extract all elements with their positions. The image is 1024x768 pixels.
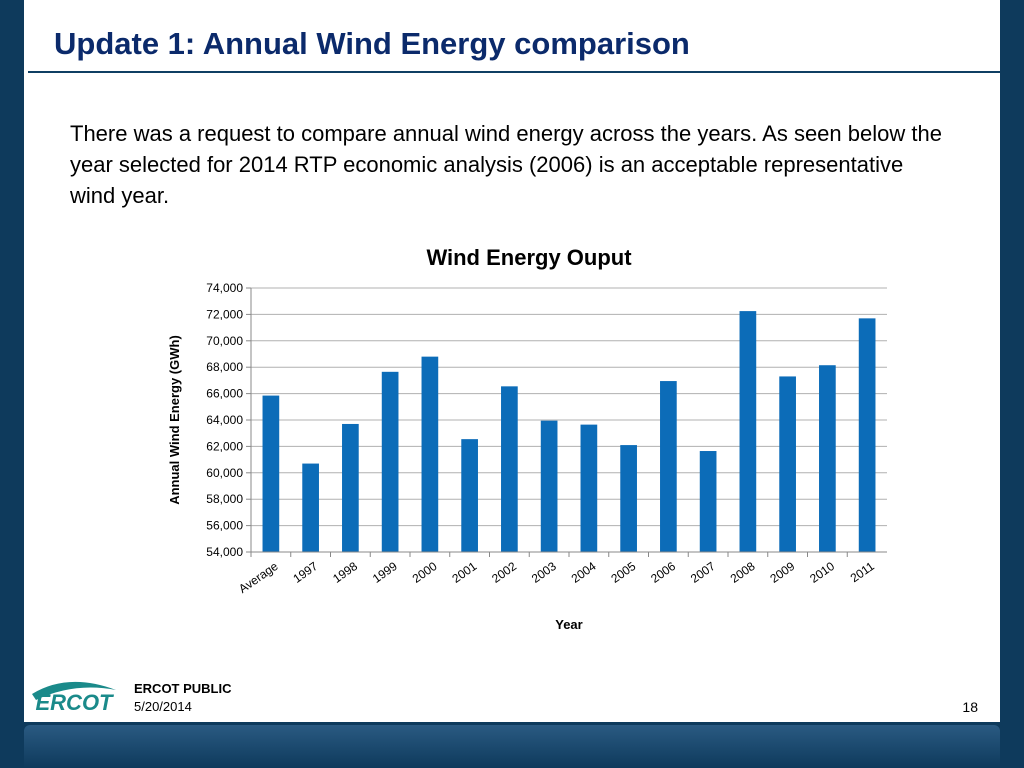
x-tick-label: 2010 (807, 559, 837, 586)
page-number: 18 (962, 699, 978, 715)
x-tick-label: 2002 (489, 559, 519, 586)
bar-2010 (819, 365, 836, 552)
logo-text: ERCOT (36, 690, 115, 715)
x-tick-label: 2004 (569, 559, 599, 586)
x-axis-label: Year (555, 617, 582, 632)
x-tick-label: 2000 (410, 559, 440, 586)
x-tick-label: 2009 (767, 559, 797, 586)
x-tick-label: 1999 (370, 559, 400, 586)
bar-average (262, 395, 280, 552)
y-tick-label: 72,000 (206, 307, 243, 321)
chart-title: Wind Energy Ouput (426, 245, 632, 270)
x-axis-ticks: Average 1997 1998 1999 2000 2001 2002 2003 2004 2… (236, 552, 877, 596)
y-axis-ticks: 54,000 56,000 58,000 60,000 62,000 64,000 66,0… (206, 281, 243, 559)
x-tick-label: 2005 (608, 559, 638, 586)
x-tick-label: 2003 (529, 559, 559, 586)
title-divider (28, 71, 1000, 73)
slide: Update 1: Annual Wind Energy comparison … (24, 0, 1000, 722)
footer-classification: ERCOT PUBLIC (134, 681, 232, 696)
bar-2005 (620, 445, 637, 552)
y-tick-label: 60,000 (206, 466, 243, 480)
y-tick-label: 66,000 (206, 387, 243, 401)
y-tick-label: 68,000 (206, 360, 243, 374)
wind-energy-chart: Wind Energy Ouput 54,000 56,000 58,000 60,0… (167, 245, 887, 632)
bar-1998 (342, 423, 359, 552)
bar-1999 (381, 371, 399, 552)
chart-bars (262, 311, 876, 552)
bar-1997 (302, 463, 319, 552)
bar-2008 (739, 311, 757, 552)
bar-2001 (461, 439, 478, 552)
bar-2011 (858, 318, 876, 552)
y-tick-label: 58,000 (206, 492, 243, 506)
bottom-bar (24, 725, 1000, 768)
x-tick-label: 2006 (648, 559, 678, 586)
y-tick-label: 64,000 (206, 413, 243, 427)
y-axis-label: Annual Wind Energy (GWh) (167, 335, 182, 505)
y-tick-label: 62,000 (206, 439, 243, 453)
y-tick-label: 70,000 (206, 334, 243, 348)
bar-2004 (580, 424, 598, 552)
bar-2006 (660, 381, 677, 552)
x-tick-label: 2007 (688, 559, 718, 586)
x-tick-label: Average (236, 559, 281, 596)
x-tick-label: 1997 (290, 559, 320, 586)
y-tick-label: 56,000 (206, 519, 243, 533)
footer-date: 5/20/2014 (134, 699, 192, 714)
x-tick-label: 2011 (848, 559, 877, 585)
y-tick-label: 54,000 (206, 545, 243, 559)
x-tick-label: 2001 (449, 559, 479, 586)
bar-2007 (699, 451, 717, 552)
ercot-logo: ERCOT (32, 681, 116, 715)
slide-title: Update 1: Annual Wind Energy comparison (54, 26, 690, 61)
x-tick-label: 1998 (330, 559, 360, 586)
bar-2009 (779, 376, 796, 552)
x-tick-label: 2008 (728, 559, 758, 586)
slide-body-text: There was a request to compare annual wi… (70, 121, 942, 208)
y-tick-label: 74,000 (206, 281, 243, 295)
bar-2003 (540, 420, 558, 552)
bar-2000 (421, 356, 439, 552)
bar-2002 (501, 386, 518, 552)
